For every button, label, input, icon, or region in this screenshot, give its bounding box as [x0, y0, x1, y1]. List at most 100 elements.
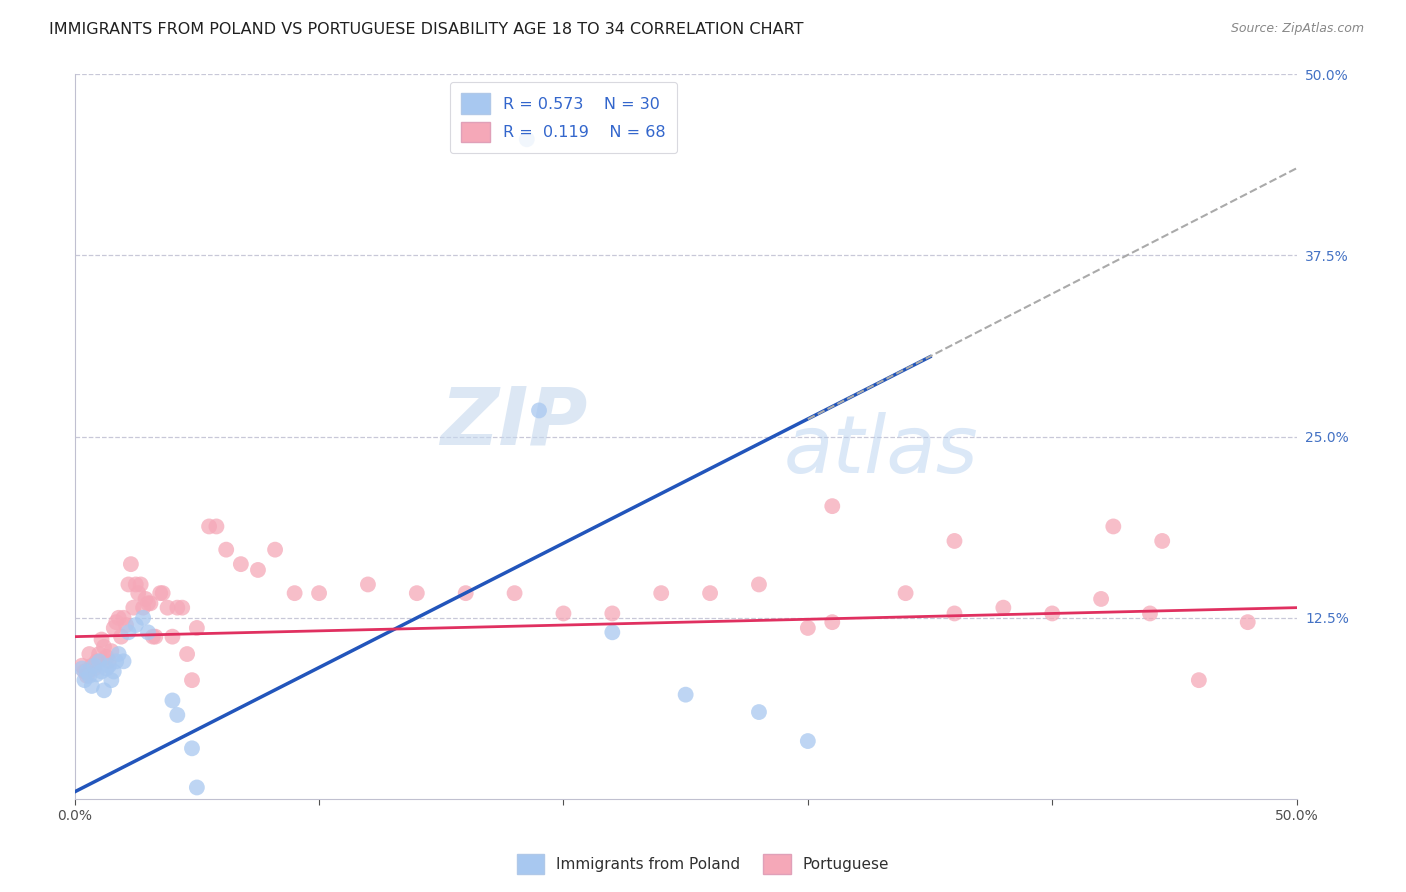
Point: [122, 600, 145, 615]
Text: atlas: atlas: [783, 412, 979, 490]
Point: [1152, 533, 1174, 548]
Point: [1188, 673, 1211, 688]
Point: [821, 499, 844, 513]
Point: [454, 586, 477, 600]
Point: [602, 625, 624, 640]
Point: [93, 683, 115, 698]
Point: [90, 665, 112, 679]
Point: [127, 586, 149, 600]
Point: [143, 630, 166, 644]
Point: [162, 630, 184, 644]
Point: [527, 403, 550, 417]
Point: [181, 741, 204, 756]
Text: IMMIGRANTS FROM POLAND VS PORTUGUESE DISABILITY AGE 18 TO 34 CORRELATION CHART: IMMIGRANTS FROM POLAND VS PORTUGUESE DIS…: [49, 22, 804, 37]
Point: [357, 577, 380, 591]
Point: [176, 647, 198, 661]
Point: [103, 665, 125, 679]
Point: [166, 600, 188, 615]
Point: [132, 600, 155, 615]
Point: [149, 586, 172, 600]
Point: [80, 658, 103, 673]
Point: [821, 615, 844, 629]
Point: [264, 542, 287, 557]
Point: [93, 640, 115, 654]
Point: [516, 132, 538, 146]
Point: [73, 673, 96, 688]
Point: [80, 679, 103, 693]
Point: [136, 625, 159, 640]
Point: [73, 665, 96, 679]
Legend: Immigrants from Poland, Portuguese: Immigrants from Poland, Portuguese: [510, 848, 896, 880]
Point: [943, 607, 966, 621]
Point: [110, 630, 132, 644]
Point: [602, 607, 624, 621]
Point: [105, 654, 128, 668]
Point: [198, 519, 221, 533]
Point: [70, 662, 93, 676]
Point: [125, 577, 148, 591]
Point: [105, 615, 128, 629]
Point: [125, 618, 148, 632]
Point: [112, 611, 135, 625]
Point: [120, 557, 142, 571]
Point: [129, 577, 152, 591]
Point: [76, 665, 98, 679]
Point: [1040, 607, 1063, 621]
Point: [1139, 607, 1161, 621]
Point: [79, 647, 101, 661]
Point: [136, 596, 159, 610]
Point: [166, 708, 188, 723]
Point: [797, 734, 820, 748]
Point: [70, 658, 93, 673]
Point: [152, 586, 174, 600]
Point: [79, 669, 101, 683]
Point: [90, 632, 112, 647]
Point: [86, 667, 108, 681]
Point: [943, 533, 966, 548]
Point: [894, 586, 917, 600]
Point: [748, 705, 770, 719]
Point: [97, 658, 120, 673]
Point: [503, 586, 526, 600]
Point: [96, 662, 118, 676]
Point: [87, 654, 110, 668]
Point: [162, 693, 184, 707]
Point: [83, 658, 105, 673]
Text: Source: ZipAtlas.com: Source: ZipAtlas.com: [1230, 22, 1364, 36]
Point: [650, 586, 672, 600]
Point: [103, 621, 125, 635]
Point: [993, 600, 1015, 615]
Point: [87, 647, 110, 661]
Point: [1090, 591, 1112, 606]
Point: [405, 586, 427, 600]
Point: [181, 673, 204, 688]
Point: [96, 649, 118, 664]
Point: [100, 673, 122, 688]
Point: [107, 611, 129, 625]
Point: [186, 621, 208, 635]
Point: [115, 618, 138, 632]
Point: [229, 557, 252, 571]
Point: [205, 519, 228, 533]
Point: [156, 600, 179, 615]
Point: [97, 654, 120, 668]
Point: [553, 607, 575, 621]
Point: [112, 654, 135, 668]
Point: [308, 586, 330, 600]
Point: [797, 621, 820, 635]
Text: ZIP: ZIP: [440, 383, 588, 461]
Point: [107, 647, 129, 661]
Point: [132, 611, 155, 625]
Legend: R = 0.573    N = 30, R =  0.119    N = 68: R = 0.573 N = 30, R = 0.119 N = 68: [450, 82, 676, 153]
Point: [186, 780, 208, 795]
Point: [142, 630, 165, 644]
Point: [100, 644, 122, 658]
Point: [76, 669, 98, 683]
Point: [1102, 519, 1125, 533]
Point: [83, 662, 105, 676]
Point: [117, 577, 139, 591]
Point: [246, 563, 269, 577]
Point: [135, 591, 157, 606]
Point: [699, 586, 721, 600]
Point: [86, 654, 108, 668]
